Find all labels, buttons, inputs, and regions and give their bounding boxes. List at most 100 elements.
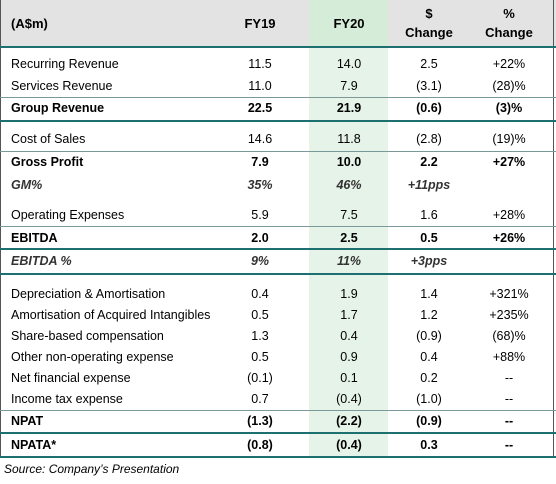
row-label: Recurring Revenue (11, 57, 119, 71)
row-dollar-change: 2.5 (420, 57, 438, 71)
row-dollar-change: 1.4 (420, 287, 438, 301)
divider (0, 151, 556, 152)
row-fy19: 35% (247, 178, 273, 192)
row-label: Operating Expenses (11, 208, 125, 222)
table-row: Other non-operating expense 0.5 0.9 0.4 … (0, 347, 556, 367)
table-row: EBITDA 2.0 2.5 0.5 +26% (0, 228, 556, 248)
row-label: NPATA* (11, 438, 57, 452)
row-fy20: 7.9 (340, 79, 358, 93)
row-dollar-change: 1.2 (420, 308, 438, 322)
row-dollar-change: 1.6 (420, 208, 438, 222)
row-fy20: 14.0 (336, 57, 362, 71)
row-pct-change: -- (504, 392, 514, 406)
header-dollar-bottom: Change (405, 25, 453, 40)
row-pct-change: +28% (492, 208, 526, 222)
row-pct-change: +321% (489, 287, 529, 301)
table-left-border (0, 0, 1, 458)
row-label: Amortisation of Acquired Intangibles (11, 308, 211, 322)
row-label: Share-based compensation (11, 329, 164, 343)
row-dollar-change: 0.3 (420, 438, 438, 452)
header-dollar-top: $ (425, 6, 433, 21)
table-row: EBITDA % 9% 11% +3pps (0, 251, 556, 271)
row-fy20: 0.9 (340, 350, 358, 364)
row-fy20: 10.0 (336, 155, 362, 169)
row-fy19: (0.1) (247, 371, 273, 385)
row-dollar-change: 0.5 (420, 231, 438, 245)
row-fy19: 0.5 (251, 350, 269, 364)
divider (0, 248, 556, 250)
financial-table: (A$m) FY19 FY20 $ Change % Change Recurr… (0, 0, 556, 458)
row-fy19: 1.3 (251, 329, 269, 343)
row-fy19: (0.8) (247, 438, 273, 452)
row-dollar-change: 0.2 (420, 371, 438, 385)
row-dollar-change: (0.9) (416, 329, 442, 343)
divider (0, 273, 556, 275)
row-fy19: 0.5 (251, 308, 269, 322)
table-row: Cost of Sales 14.6 11.8 (2.8) (19)% (0, 129, 556, 149)
row-fy19: 2.0 (251, 231, 269, 245)
divider (0, 46, 556, 48)
row-fy19: 0.7 (251, 392, 269, 406)
row-pct-change: +88% (492, 350, 526, 364)
row-fy19: 5.9 (251, 208, 269, 222)
table-header (0, 0, 556, 46)
row-dollar-change: (1.0) (416, 392, 442, 406)
row-label: Depreciation & Amortisation (11, 287, 166, 301)
row-pct-change: (68)% (492, 329, 526, 343)
row-fy20: 0.4 (340, 329, 358, 343)
table-row: Net financial expense (0.1) 0.1 0.2 -- (0, 368, 556, 388)
row-dollar-change: 2.2 (420, 155, 438, 169)
row-fy20: (2.2) (336, 414, 362, 428)
row-pct-change: +22% (492, 57, 526, 71)
row-fy19: 11.0 (248, 79, 272, 93)
table-row: Gross Profit 7.9 10.0 2.2 +27% (0, 152, 556, 172)
row-pct-change: +27% (492, 155, 526, 169)
row-fy19: 0.4 (251, 287, 269, 301)
row-pct-change: (28)% (492, 79, 526, 93)
table-right-border (553, 0, 554, 458)
divider (0, 456, 556, 458)
row-label: Income tax expense (11, 392, 123, 406)
header-pct-bottom: Change (485, 25, 533, 40)
row-fy19: 11.5 (248, 57, 272, 71)
row-dollar-change: (2.8) (416, 132, 442, 146)
table-row: Operating Expenses 5.9 7.5 1.6 +28% (0, 205, 556, 225)
table-row: NPATA* (0.8) (0.4) 0.3 -- (0, 435, 556, 455)
table-row: GM% 35% 46% +11pps (0, 175, 556, 195)
row-label: GM% (11, 178, 43, 192)
row-label: Group Revenue (11, 101, 105, 115)
table-row: Group Revenue 22.5 21.9 (0.6) (3)% (0, 98, 556, 118)
divider (0, 432, 556, 434)
row-fy20: 1.9 (340, 287, 358, 301)
row-label: NPAT (11, 414, 44, 428)
row-dollar-change: (0.6) (416, 101, 442, 115)
row-pct-change: (19)% (492, 132, 526, 146)
row-pct-change: +235% (489, 308, 529, 322)
row-dollar-change: (3.1) (416, 79, 442, 93)
row-fy20: 7.5 (340, 208, 358, 222)
divider (0, 97, 556, 98)
row-pct-change: (3)% (495, 101, 523, 115)
row-pct-change: -- (504, 371, 514, 385)
divider (0, 226, 556, 227)
row-dollar-change: 0.4 (420, 350, 438, 364)
row-label: Gross Profit (11, 155, 84, 169)
header-label: (A$m) (11, 16, 48, 31)
row-fy20: 0.1 (340, 371, 358, 385)
row-fy20: 2.5 (340, 231, 358, 245)
row-fy20: 46% (336, 178, 362, 192)
table-row: Share-based compensation 1.3 0.4 (0.9) (… (0, 326, 556, 346)
fy20-column-highlight (309, 0, 388, 458)
row-fy19: 22.5 (247, 101, 273, 115)
row-fy19: 14.6 (247, 132, 273, 146)
row-dollar-change: (0.9) (416, 414, 442, 428)
source-note: Source: Company’s Presentation (4, 462, 180, 476)
table-row: NPAT (1.3) (2.2) (0.9) -- (0, 411, 556, 431)
row-pct-change: -- (504, 438, 514, 452)
row-fy20: 11.8 (337, 132, 361, 146)
header-fy19: FY19 (244, 16, 276, 31)
row-pct-change: +26% (492, 231, 526, 245)
table-row: Income tax expense 0.7 (0.4) (1.0) -- (0, 389, 556, 409)
divider (0, 410, 556, 411)
row-fy19: 9% (250, 254, 270, 268)
